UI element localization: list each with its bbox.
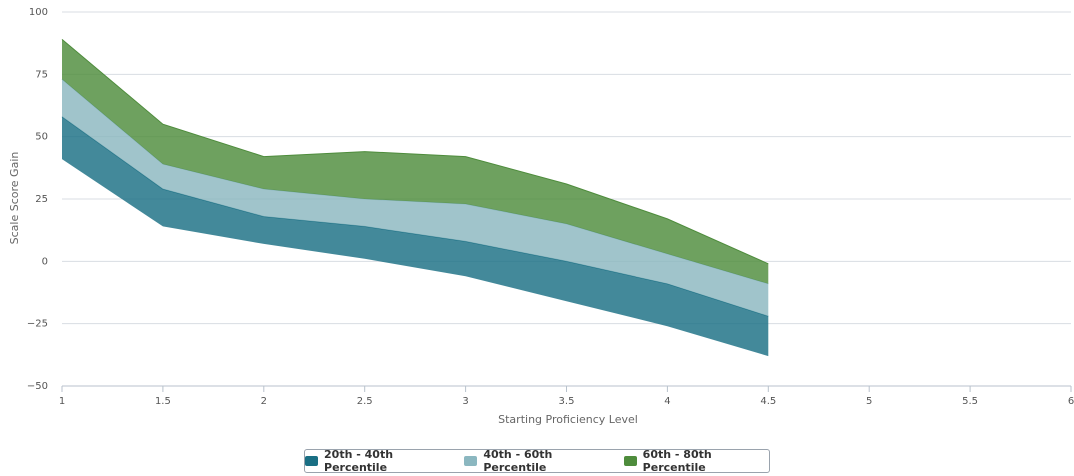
y-tick-label: 0 [42, 256, 48, 267]
y-tick-label: −50 [27, 381, 48, 392]
y-tick-label: 100 [29, 7, 48, 18]
chart-area: −50 −25 0 25 50 75 100 1 1.5 2 2.5 3 3.5 4 4.5 5 5.5 6 S… [8, 7, 1074, 426]
band-edge-series-3 [61, 39, 769, 265]
x-tick-label: 5.5 [962, 396, 978, 407]
series-bands[interactable] [61, 39, 769, 357]
legend-label-20-40: 20th - 40th Percentile [324, 448, 394, 474]
band-series-3[interactable] [62, 39, 769, 284]
legend-item-20-40[interactable]: 20th - 40th Percentile [305, 448, 450, 474]
x-tick-label: 4.5 [760, 396, 776, 407]
x-tick-label: 3 [462, 396, 468, 407]
x-tick-label: 1.5 [155, 396, 171, 407]
x-tick-label: 4 [664, 396, 670, 407]
y-axis-ticks: −50 −25 0 25 50 75 100 [27, 7, 48, 392]
band-series-1[interactable] [62, 116, 769, 357]
x-tick-label: 2.5 [357, 396, 373, 407]
legend-label-60-80: 60th - 80th Percentile [642, 448, 712, 474]
y-tick-label: −25 [27, 319, 48, 330]
x-tick-label: 2 [261, 396, 267, 407]
x-tick-label: 5 [866, 396, 872, 407]
band-series-2[interactable] [62, 79, 769, 317]
y-tick-label: 75 [35, 69, 48, 80]
y-axis-title: Scale Score Gain [8, 152, 21, 245]
legend: 20th - 40th Percentile 40th - 60th Perce… [304, 448, 770, 474]
legend-item-60-80[interactable]: 60th - 80th Percentile [623, 448, 769, 474]
legend-swatch-60-80 [623, 456, 637, 466]
x-axis: 1 1.5 2 2.5 3 3.5 4 4.5 5 5.5 6 [59, 385, 1074, 407]
x-tick-label: 6 [1068, 396, 1074, 407]
x-tick-label: 3.5 [559, 396, 575, 407]
y-tick-label: 50 [35, 132, 48, 143]
legend-swatch-20-40 [305, 456, 319, 466]
legend-swatch-40-60 [464, 456, 478, 466]
x-tick-label: 1 [59, 396, 65, 407]
legend-label-40-60: 40th - 60th Percentile [483, 448, 553, 474]
legend-item-40-60[interactable]: 40th - 60th Percentile [464, 448, 609, 474]
x-axis-title: Starting Proficiency Level [498, 413, 638, 426]
y-tick-label: 25 [35, 194, 48, 205]
